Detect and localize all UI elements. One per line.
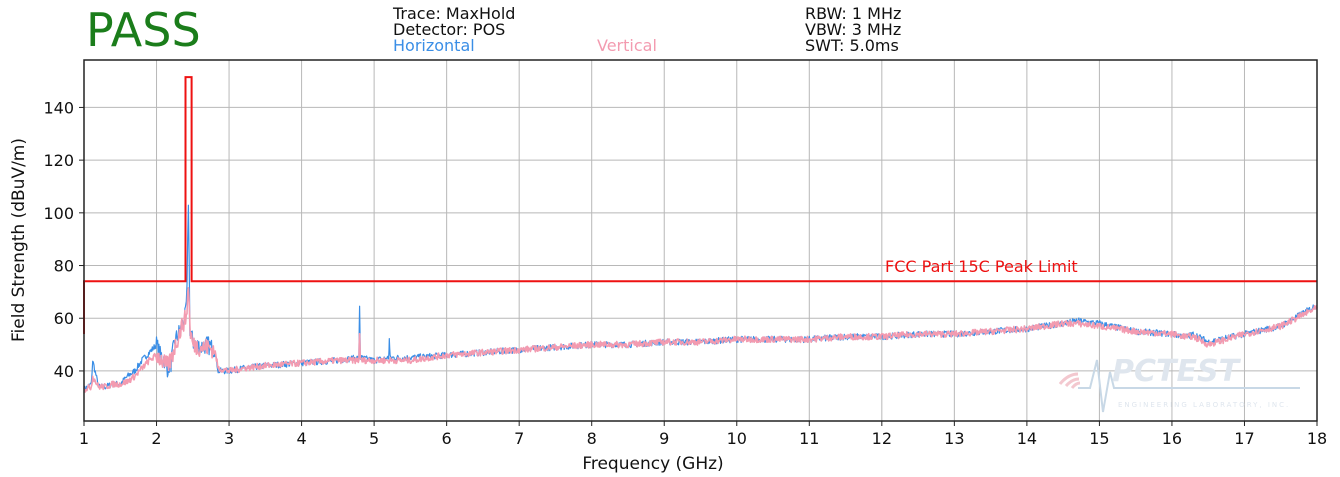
rbw-label: RBW: 1 MHz (805, 4, 902, 23)
y-tick-label: 40 (54, 362, 74, 381)
x-tick-label: 9 (659, 429, 669, 448)
y-axis: 40 60 80 100 120 140 (43, 98, 84, 381)
vbw-label: VBW: 3 MHz (805, 20, 902, 39)
y-tick-label: 120 (43, 151, 74, 170)
trace-label: Trace: MaxHold (393, 4, 516, 23)
x-axis-title: Frequency (GHz) (582, 454, 723, 474)
y-axis-title: Field Strength (dBuV/m) (9, 138, 29, 342)
x-tick-label: 1 (79, 429, 89, 448)
detector-label: Detector: POS (393, 20, 506, 39)
y-tick-label: 140 (43, 98, 74, 117)
y-tick-label: 100 (43, 204, 74, 223)
x-tick-label: 13 (944, 429, 964, 448)
plot-frame (83, 59, 1318, 422)
y-tick-label: 60 (54, 309, 74, 328)
x-tick-label: 4 (296, 429, 306, 448)
x-tick-label: 18 (1307, 429, 1327, 448)
x-tick-label: 16 (1162, 429, 1182, 448)
vertical-series (83, 287, 1318, 393)
limit-label: FCC Part 15C Peak Limit (885, 257, 1078, 276)
swt-label: SWT: 5.0ms (805, 36, 899, 55)
x-axis: 1 2 3 4 5 6 7 8 9 10 11 12 13 14 15 16 17 18 (79, 421, 1327, 448)
horizontal-legend: Horizontal (393, 36, 475, 55)
x-tick-label: 5 (369, 429, 379, 448)
y-tick-label: 80 (54, 257, 74, 276)
x-tick-label: 6 (442, 429, 452, 448)
x-tick-label: 14 (1017, 429, 1037, 448)
x-tick-label: 2 (151, 429, 161, 448)
x-tick-label: 12 (872, 429, 892, 448)
watermark-text: PCTEST (1112, 354, 1242, 389)
x-tick-label: 8 (587, 429, 597, 448)
x-tick-label: 10 (727, 429, 747, 448)
x-tick-label: 17 (1234, 429, 1254, 448)
x-tick-label: 15 (1089, 429, 1109, 448)
x-tick-label: 11 (799, 429, 819, 448)
limit-path (83, 76, 1317, 334)
x-tick-label: 3 (224, 429, 234, 448)
pass-result: PASS (86, 3, 201, 57)
grid (83, 60, 1318, 421)
pctest-watermark: PCTEST ENGINEERING LABORATORY, INC. (1058, 354, 1300, 413)
series-line (83, 287, 1318, 393)
x-tick-label: 7 (514, 429, 524, 448)
limit-line (83, 76, 1317, 334)
watermark-subtext: ENGINEERING LABORATORY, INC. (1118, 401, 1290, 409)
vertical-legend: Vertical (597, 36, 657, 55)
